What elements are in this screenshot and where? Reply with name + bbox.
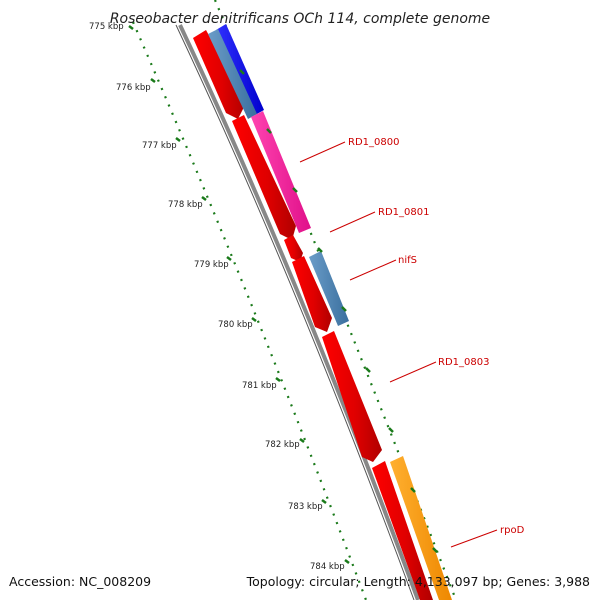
kbp-label: 781 kbp [242,381,277,391]
gene-label-nifs: nifS [398,255,417,266]
gene-steel [208,29,257,119]
kbp-label: 784 kbp [310,562,345,572]
genome-backbone-shadow [175,24,415,600]
kbp-label: 777 kbp [142,141,177,151]
outer-ticks [239,69,438,553]
kbp-label: 775 kbp [89,22,124,32]
map-title: Roseobacter denitrificans OCh 114, compl… [110,11,490,27]
genome-backbone [178,24,420,600]
kbp-label: 776 kbp [116,83,151,93]
cds-arrow [372,461,433,600]
gene-steel-nifs [309,251,349,326]
kbp-label: 782 kbp [265,440,300,450]
genome-summary: Topology: circular; Length: 4,133,097 bp… [246,574,590,589]
cds-arrow [232,115,296,240]
gene-label-rd1-0800: RD1_0800 [348,137,399,148]
cds-arrow [322,331,382,462]
gene-label-leaders [299,141,498,548]
kbp-label: 778 kbp [168,200,203,210]
gene-label-rpod: rpoD [500,525,525,536]
gene-label-rd1-0803: RD1_0803 [438,357,489,368]
kbp-label: 779 kbp [194,260,229,270]
scale-tick-line-inner [131,21,368,600]
gene-orange [390,456,452,600]
kbp-label: 780 kbp [218,320,253,330]
cds-arrow [284,235,303,262]
gene-label-rd1-0801: RD1_0801 [378,207,429,218]
gene-blue [216,24,264,115]
cds-arrow [193,30,246,119]
kbp-ticks [128,25,350,564]
cds-arrow [292,256,332,332]
kbp-label: 783 kbp [288,502,323,512]
gene-pink [251,111,311,233]
accession: Accession: NC_008209 [9,574,151,589]
